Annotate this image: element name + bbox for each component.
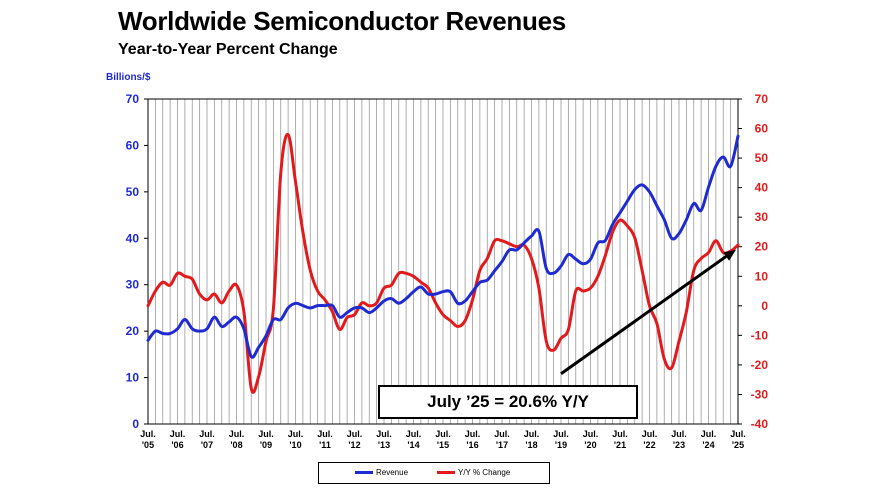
x-axis-tick-year: '24: [702, 440, 714, 450]
trend-arrow-line: [560, 252, 731, 375]
x-axis-tick-label: Jul.: [465, 429, 481, 439]
right-axis-tick-label: -30: [751, 387, 769, 401]
x-axis-tick-label: Jul.: [553, 429, 569, 439]
x-axis-tick-year: '12: [348, 440, 360, 450]
left-axis-tick-label: 0: [132, 417, 139, 431]
right-axis-tick-label: 10: [755, 269, 769, 283]
x-axis-tick-label: Jul.: [406, 429, 422, 439]
x-axis-tick-year: '11: [319, 440, 331, 450]
right-axis-tick-label: 50: [755, 151, 769, 165]
x-axis-tick-label: Jul.: [347, 429, 363, 439]
x-axis-tick-year: '18: [525, 440, 537, 450]
chart-legend: Revenue Y/Y % Change: [318, 462, 550, 484]
x-axis-tick-year: '08: [230, 440, 242, 450]
right-axis-tick-label: 60: [755, 122, 769, 136]
x-axis-tick-year: '22: [643, 440, 655, 450]
x-axis-tick-year: '15: [437, 440, 449, 450]
x-axis-tick-label: Jul.: [524, 429, 540, 439]
legend-label-revenue: Revenue: [376, 468, 409, 477]
right-axis-tick-label: -10: [751, 328, 769, 342]
x-axis-tick-year: '05: [142, 440, 154, 450]
x-axis-tick-year: '06: [171, 440, 183, 450]
left-axis-tick-label: 40: [126, 231, 140, 245]
right-axis-tick-label: 70: [755, 92, 769, 106]
right-axis-tick-label: -20: [751, 358, 769, 372]
x-axis-tick-label: Jul.: [288, 429, 304, 439]
left-axis-unit-label: Billions/$: [106, 72, 151, 83]
x-axis-tick-year: '16: [466, 440, 478, 450]
trend-arrow-head: [723, 249, 736, 261]
x-axis-tick-label: Jul.: [494, 429, 510, 439]
legend-label-yoy: Y/Y % Change: [458, 468, 511, 477]
x-axis-tick-label: Jul.: [199, 429, 215, 439]
x-axis-tick-year: '23: [673, 440, 685, 450]
x-axis-tick-label: Jul.: [258, 429, 274, 439]
x-axis-tick-year: '10: [289, 440, 301, 450]
right-axis-tick-label: -40: [751, 417, 769, 431]
x-axis-tick-year: '25: [732, 440, 744, 450]
annotation-box: July ’25 = 20.6% Y/Y: [378, 385, 638, 419]
left-axis-tick-label: 30: [126, 278, 140, 292]
x-axis-tick-year: '19: [555, 440, 567, 450]
x-axis-tick-label: Jul.: [642, 429, 658, 439]
x-axis-tick-year: '14: [407, 440, 419, 450]
x-axis-tick-year: '21: [614, 440, 626, 450]
x-axis-tick-year: '09: [260, 440, 272, 450]
legend-swatch-revenue: [355, 471, 373, 475]
x-axis-tick-label: Jul.: [229, 429, 245, 439]
left-axis-tick-label: 70: [126, 92, 140, 106]
x-axis-tick-label: Jul.: [170, 429, 186, 439]
x-axis-tick-year: '17: [496, 440, 508, 450]
x-axis-tick-label: Jul.: [730, 429, 746, 439]
right-axis-tick-label: 20: [755, 240, 769, 254]
x-axis-tick-label: Jul.: [376, 429, 392, 439]
x-axis-tick-label: Jul.: [140, 429, 156, 439]
chart-title: Worldwide Semiconductor Revenues: [118, 6, 566, 36]
left-axis-tick-label: 10: [126, 371, 140, 385]
right-axis-tick-label: 40: [755, 181, 769, 195]
x-axis-tick-label: Jul.: [317, 429, 333, 439]
right-axis-tick-label: 0: [761, 299, 768, 313]
plot-frame: [147, 98, 739, 425]
legend-item-yoy: Y/Y % Change: [437, 468, 510, 477]
x-axis-tick-year: '20: [584, 440, 596, 450]
left-axis-tick-label: 20: [126, 324, 140, 338]
revenue-series-line: [146, 134, 740, 359]
x-axis-tick-label: Jul.: [435, 429, 451, 439]
legend-swatch-yoy: [437, 471, 455, 475]
x-axis-tick-year: '07: [201, 440, 213, 450]
right-axis-tick-label: 30: [755, 210, 769, 224]
legend-item-revenue: Revenue: [355, 468, 408, 477]
left-axis-tick-label: 60: [126, 138, 140, 152]
x-axis-tick-label: Jul.: [612, 429, 628, 439]
chart-subtitle: Year-to-Year Percent Change: [118, 41, 338, 58]
x-axis-tick-label: Jul.: [583, 429, 599, 439]
left-axis-tick-label: 50: [126, 185, 140, 199]
x-axis-tick-label: Jul.: [671, 429, 687, 439]
x-axis-tick-label: Jul.: [701, 429, 717, 439]
x-axis-tick-year: '13: [378, 440, 390, 450]
